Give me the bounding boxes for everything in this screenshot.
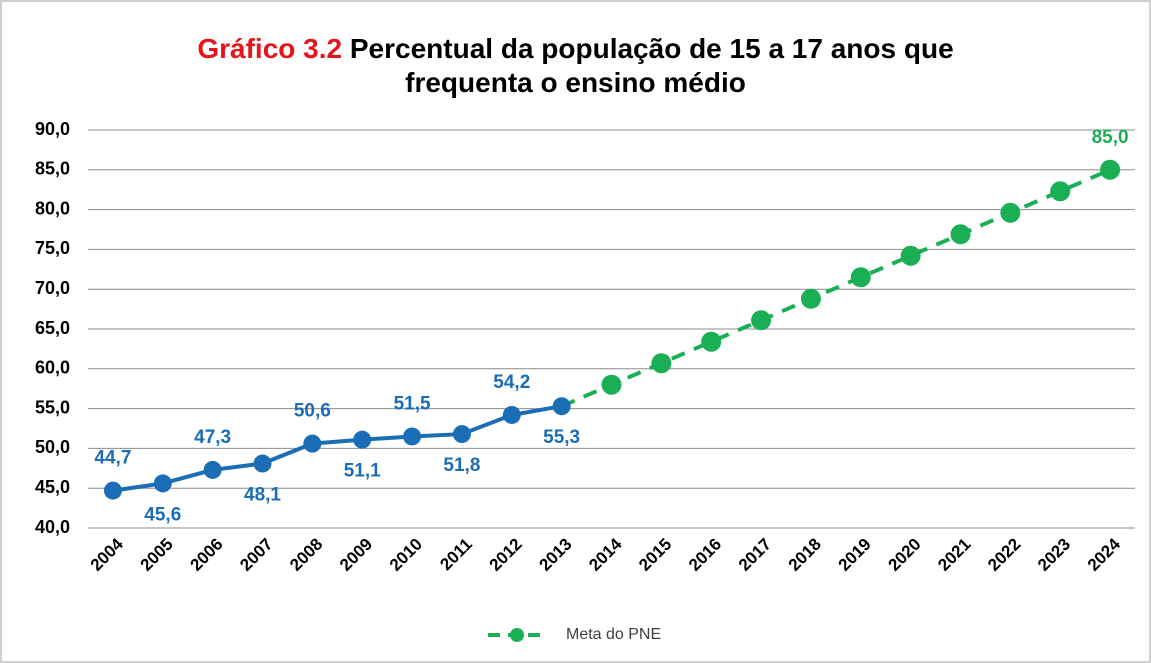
title-text: Percentual da população de 15 a 17 anos … xyxy=(349,33,954,98)
data-label: 55,3 xyxy=(543,427,580,448)
data-point xyxy=(303,434,322,453)
data-label: 50,6 xyxy=(294,401,331,422)
data-label: 85,0 xyxy=(1092,127,1129,148)
data-point xyxy=(403,427,422,446)
y-tick-label: 80,0 xyxy=(35,198,70,218)
data-point xyxy=(103,481,122,500)
data-point xyxy=(353,430,372,449)
data-label: 51,5 xyxy=(394,393,431,414)
y-tick-label: 70,0 xyxy=(35,278,70,298)
data-point xyxy=(751,310,772,331)
data-point xyxy=(900,245,921,266)
y-tick-label: 55,0 xyxy=(35,397,70,417)
data-label: 51,8 xyxy=(443,455,480,476)
data-point xyxy=(153,474,172,493)
data-point xyxy=(850,267,871,288)
data-point xyxy=(651,353,672,374)
data-point xyxy=(1000,202,1021,223)
data-point xyxy=(452,425,471,444)
data-point xyxy=(203,460,222,479)
y-tick-label: 85,0 xyxy=(35,159,70,179)
data-point xyxy=(1100,159,1121,180)
data-label: 47,3 xyxy=(194,427,231,448)
data-label: 45,6 xyxy=(144,504,181,525)
y-tick-label: 60,0 xyxy=(35,358,70,378)
legend-marker xyxy=(510,628,524,642)
legend-label: Meta do PNE xyxy=(566,626,661,643)
series-line xyxy=(112,404,562,493)
y-tick-label: 75,0 xyxy=(35,238,70,258)
y-tick-label: 40,0 xyxy=(35,517,70,537)
data-point xyxy=(552,397,571,416)
data-point xyxy=(1050,181,1071,202)
data-label: 54,2 xyxy=(493,372,530,393)
y-tick-label: 50,0 xyxy=(35,437,70,457)
data-point xyxy=(950,224,971,245)
chart-title: Gráfico 3.2 Percentual da população de 1… xyxy=(0,32,1151,100)
y-tick-label: 65,0 xyxy=(35,318,70,338)
data-point xyxy=(800,288,821,309)
title-label: Gráfico 3.2 xyxy=(197,33,343,64)
data-label: 48,1 xyxy=(244,485,281,506)
data-point xyxy=(502,405,521,424)
y-tick-label: 90,0 xyxy=(35,119,70,139)
data-point xyxy=(701,331,722,352)
data-label: 51,1 xyxy=(344,461,381,482)
data-point xyxy=(253,454,272,473)
data-point xyxy=(601,374,622,395)
y-tick-label: 45,0 xyxy=(35,477,70,497)
data-label: 44,7 xyxy=(94,448,131,469)
